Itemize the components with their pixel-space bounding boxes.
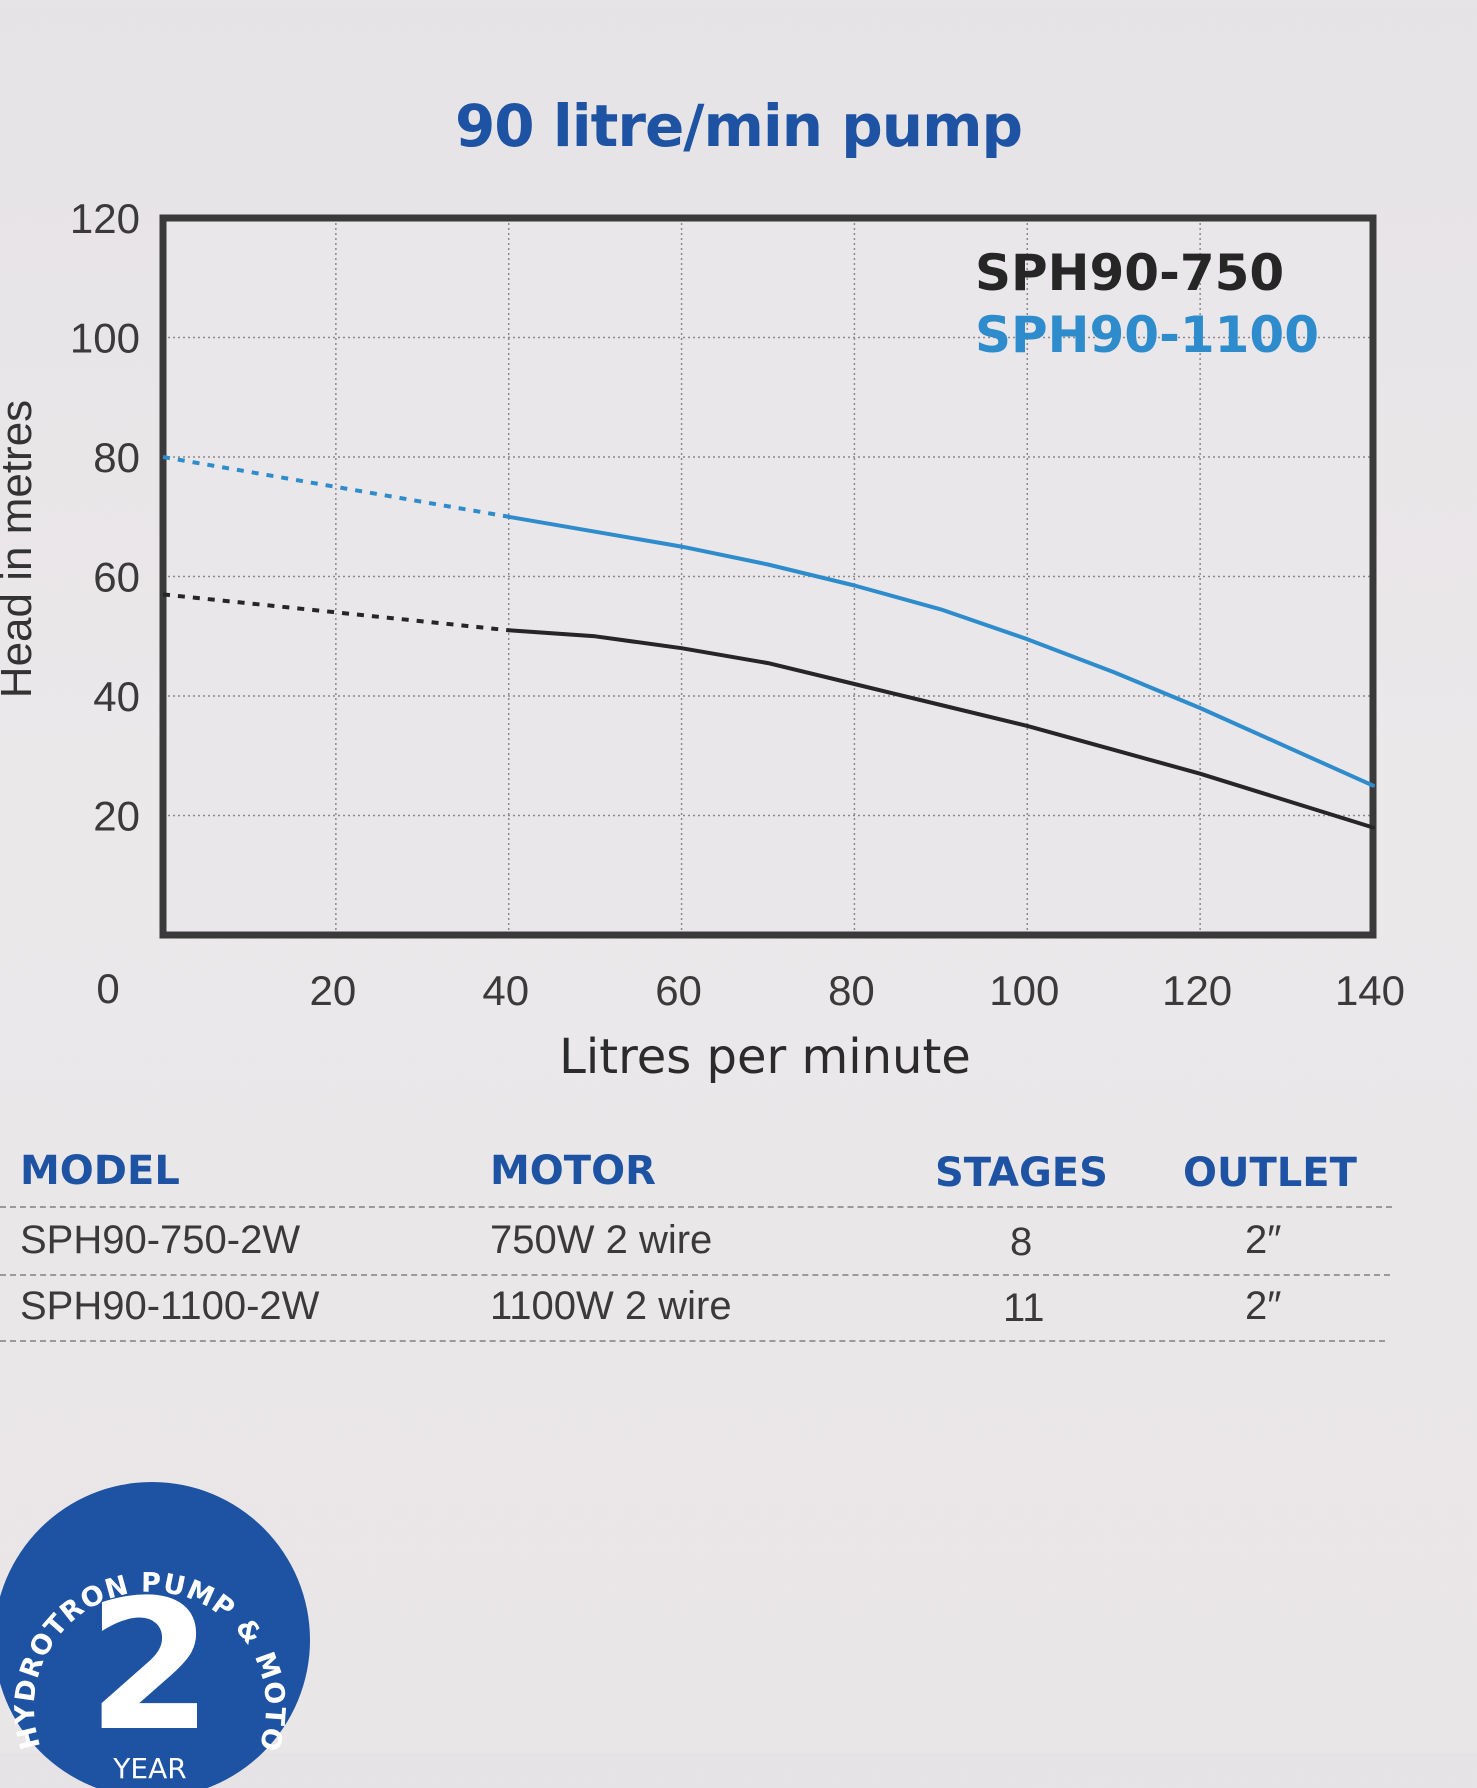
table-rule — [0, 1274, 1390, 1276]
warranty-badge: HYDROTRON PUMP & MOTOR WARRANTY 2 YEAR — [0, 1478, 310, 1788]
warranty-badge-circle — [0, 1482, 310, 1788]
x-tick-label: 140 — [1335, 967, 1405, 1014]
performance-chart: 20 40 60 80 100 120 20 40 60 80 100 120 140 0 Litres p… — [70, 195, 1405, 1085]
x-axis-label: Litres per minute — [559, 1029, 971, 1085]
table-cell-stages: 11 — [1003, 1286, 1045, 1330]
table-header-stages: STAGES — [935, 1150, 1108, 1196]
y-tick-label: 100 — [70, 315, 140, 362]
table-rule — [0, 1206, 1392, 1208]
table-cell-model: SPH90-750-2W — [20, 1218, 301, 1262]
table-rule — [0, 1340, 1385, 1342]
table-cell-outlet: 2″ — [1245, 1218, 1282, 1262]
table-header-model: MODEL — [20, 1148, 180, 1194]
y-tick-label: 20 — [93, 793, 140, 840]
table-header-outlet: OUTLET — [1183, 1150, 1357, 1196]
table-cell-motor: 1100W 2 wire — [490, 1284, 732, 1328]
x-tick-label: 60 — [655, 967, 702, 1014]
table-cell-motor: 750W 2 wire — [490, 1218, 713, 1262]
x-tick-label: 20 — [309, 967, 356, 1014]
x-tick-label: 100 — [989, 967, 1059, 1014]
chart-title: 90 litre/min pump — [454, 92, 1023, 160]
x-tick-label: 120 — [1162, 967, 1232, 1014]
y-tick-label: 60 — [93, 554, 140, 601]
warranty-number: 2 — [87, 1562, 212, 1771]
series-line — [506, 628, 1375, 830]
table-cell-stages: 8 — [1010, 1220, 1033, 1264]
table-cell-model: SPH90-1100-2W — [20, 1284, 320, 1328]
plot-frame — [159, 214, 1377, 939]
y-tick-label: 40 — [93, 673, 140, 720]
series-extrapolated-line — [162, 592, 509, 633]
x-tick-label: 80 — [828, 967, 875, 1014]
table-cell-outlet: 2″ — [1245, 1284, 1282, 1328]
x-tick-label: 40 — [482, 967, 529, 1014]
origin-label: 0 — [96, 965, 119, 1012]
legend-entry: SPH90-750 — [975, 244, 1284, 302]
legend-entry: SPH90-1100 — [975, 306, 1319, 364]
series-line — [506, 514, 1375, 788]
table-header-motor: MOTOR — [490, 1148, 656, 1194]
y-tick-label: 80 — [93, 434, 140, 481]
warranty-unit: YEAR — [112, 1752, 186, 1785]
y-tick-label: 120 — [70, 195, 140, 242]
